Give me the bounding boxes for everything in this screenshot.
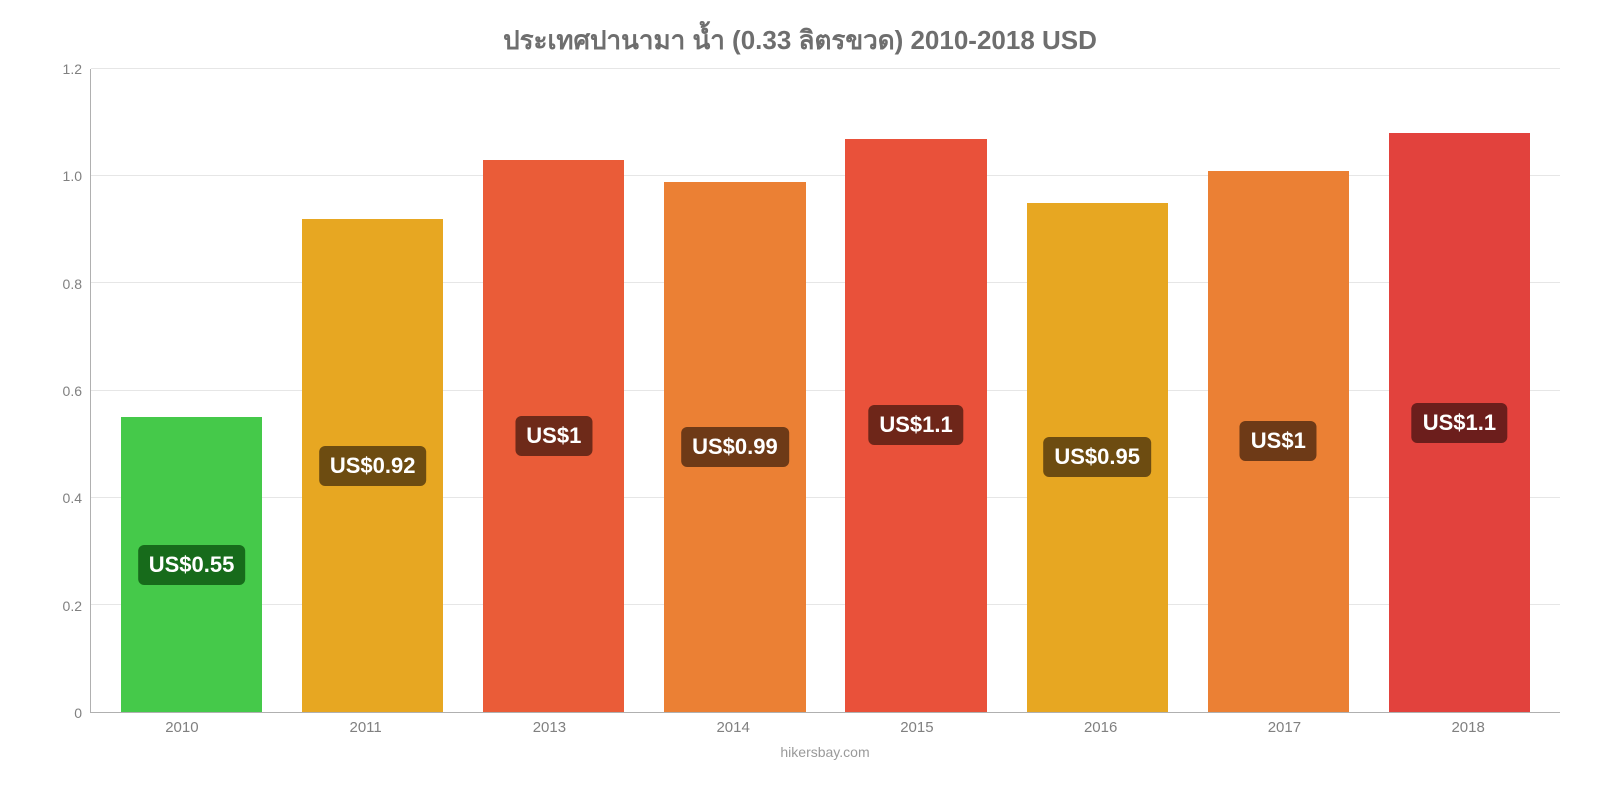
bar-slot: US$0.99: [644, 69, 825, 712]
bar-value-label: US$1: [1240, 421, 1317, 461]
y-tick-label: 0.6: [63, 383, 82, 399]
bar: US$1: [1208, 171, 1349, 712]
bar: US$0.55: [121, 417, 262, 712]
x-tick-label: 2016: [1009, 719, 1193, 736]
bar-value-label: US$1.1: [868, 405, 963, 445]
bar: US$1: [483, 160, 624, 712]
bar-slot: US$0.92: [282, 69, 463, 712]
bar: US$0.95: [1027, 203, 1168, 712]
x-tick-label: 2018: [1376, 719, 1560, 736]
y-tick-label: 0.4: [63, 490, 82, 506]
bar: US$0.92: [302, 219, 443, 712]
x-tick-label: 2010: [90, 719, 274, 736]
x-tick-label: 2017: [1193, 719, 1377, 736]
bar-value-label: US$1.1: [1412, 403, 1507, 443]
bar-slot: US$0.55: [101, 69, 282, 712]
y-tick-label: 0: [74, 705, 82, 721]
bar: US$0.99: [664, 182, 805, 712]
attribution-text: hikersbay.com: [40, 744, 1560, 760]
bar-value-label: US$0.95: [1043, 437, 1151, 477]
bar-value-label: US$1: [515, 416, 592, 456]
bar: US$1.1: [1389, 133, 1530, 712]
x-axis: 20102011201320142015201620172018: [40, 719, 1560, 736]
y-tick-label: 0.2: [63, 598, 82, 614]
y-tick-label: 1.0: [63, 168, 82, 184]
y-tick-label: 0.8: [63, 276, 82, 292]
y-axis: 00.20.40.60.81.01.2: [40, 69, 90, 713]
bar-value-label: US$0.55: [138, 545, 246, 585]
plot-area: 00.20.40.60.81.01.2 US$0.55US$0.92US$1US…: [40, 69, 1560, 713]
x-tick-label: 2014: [641, 719, 825, 736]
price-bar-chart: ประเทศปานามา น้ำ (0.33 ลิตรขวด) 2010-201…: [0, 0, 1600, 800]
bar-slot: US$1.1: [826, 69, 1007, 712]
bar-value-label: US$0.92: [319, 446, 427, 486]
bar-slot: US$1: [1188, 69, 1369, 712]
x-tick-label: 2013: [458, 719, 642, 736]
bar-slot: US$1: [463, 69, 644, 712]
chart-title: ประเทศปานามา น้ำ (0.33 ลิตรขวด) 2010-201…: [40, 20, 1560, 61]
y-tick-label: 1.2: [63, 61, 82, 77]
x-tick-label: 2015: [825, 719, 1009, 736]
x-tick-label: 2011: [274, 719, 458, 736]
bar-slot: US$0.95: [1007, 69, 1188, 712]
bar-slot: US$1.1: [1369, 69, 1550, 712]
bar: US$1.1: [845, 139, 986, 712]
bars-container: US$0.55 US$0.92 US$1 US$0.99 US$1.1 US$0.95 US…: [91, 69, 1560, 712]
grid-area: US$0.55 US$0.92 US$1 US$0.99 US$1.1 US$0.95 US…: [90, 69, 1560, 713]
bar-value-label: US$0.99: [681, 427, 789, 467]
